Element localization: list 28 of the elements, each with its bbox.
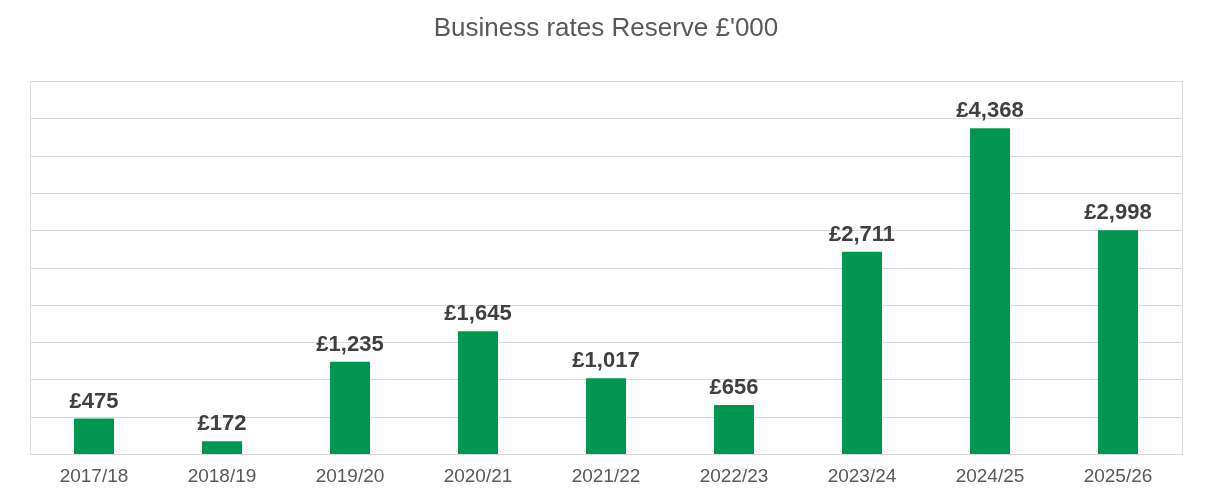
data-label: £4,368	[956, 97, 1024, 123]
bar	[586, 378, 626, 454]
x-tick-label: 2021/22	[571, 464, 641, 486]
bar	[330, 361, 370, 454]
x-tick-label: 2023/24	[827, 464, 897, 486]
data-label: £172	[197, 410, 247, 436]
x-tick-label: 2024/25	[955, 464, 1025, 486]
data-label: £2,711	[828, 220, 896, 246]
data-label: £1,235	[316, 330, 384, 356]
bar	[202, 441, 242, 454]
x-tick-label: 2017/18	[59, 464, 129, 486]
bar	[74, 418, 114, 454]
x-tick-label: 2022/23	[699, 464, 769, 486]
x-tick-label: 2020/21	[443, 464, 513, 486]
x-tick-label: 2018/19	[187, 464, 257, 486]
x-tick-label: 2019/20	[315, 464, 385, 486]
data-label: £656	[709, 374, 759, 400]
data-label: £2,998	[1084, 199, 1152, 225]
data-label: £475	[69, 387, 119, 413]
data-label: £1,645	[444, 300, 512, 326]
bar	[970, 128, 1010, 454]
bar	[842, 251, 882, 454]
chart-title: Business rates Reserve £'000	[433, 12, 779, 42]
data-label: £1,017	[572, 347, 640, 373]
bar	[714, 405, 754, 454]
x-tick-label: 2025/26	[1083, 464, 1153, 486]
bar	[1098, 230, 1138, 454]
bar	[458, 331, 498, 454]
